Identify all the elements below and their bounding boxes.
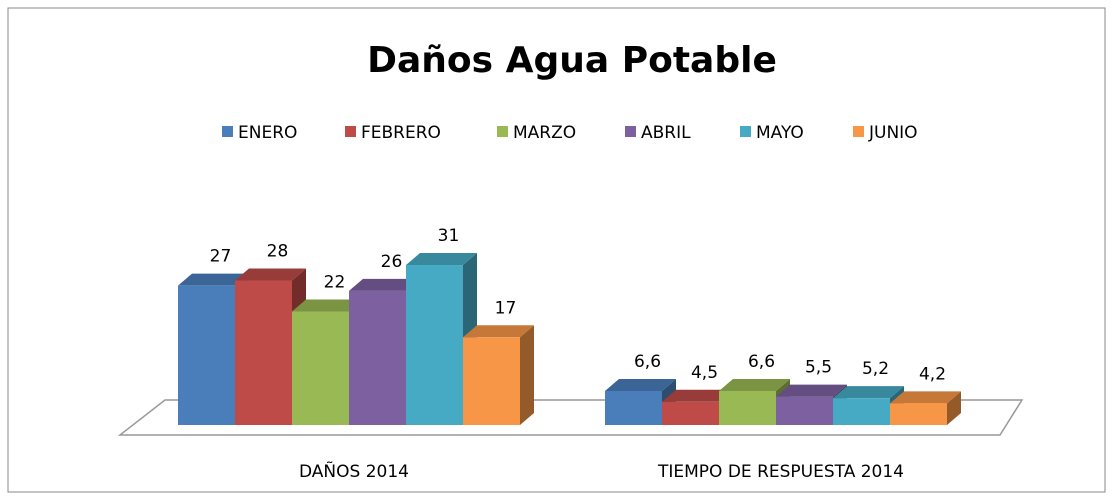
bar-top: [719, 378, 790, 391]
bar-top: [178, 273, 249, 286]
bar: [776, 396, 833, 425]
bar-top: [890, 391, 961, 404]
bar-top: [776, 384, 847, 397]
value-label: 31: [438, 226, 460, 246]
bar: [662, 401, 719, 425]
bar: [406, 265, 463, 425]
value-label: 5,5: [805, 358, 832, 378]
legend-swatch: [853, 126, 864, 137]
value-label: 27: [210, 247, 232, 267]
legend-label: JUNIO: [868, 123, 918, 143]
bar-top: [833, 386, 904, 399]
bar: [833, 398, 890, 425]
bar-top: [349, 278, 420, 291]
bar-side: [520, 325, 534, 425]
bar: [178, 285, 235, 425]
bar: [235, 280, 292, 425]
value-label: 6,6: [634, 352, 661, 372]
x-tick-label: TIEMPO DE RESPUESTA 2014: [657, 462, 904, 482]
value-label: 4,5: [691, 363, 718, 383]
legend-label: ABRIL: [641, 123, 691, 143]
legend-swatch: [740, 126, 751, 137]
legend-swatch: [345, 126, 356, 137]
bar-side: [947, 391, 961, 425]
value-label: 17: [495, 298, 517, 318]
value-label: 4,2: [919, 364, 946, 384]
bar-top: [605, 378, 676, 391]
legend-label: ENERO: [238, 123, 297, 143]
x-tick-label: DAÑOS 2014: [299, 460, 409, 482]
bar: [605, 390, 662, 425]
bar: [463, 337, 520, 425]
legend-label: FEBRERO: [361, 123, 441, 143]
value-label: 5,2: [862, 359, 889, 379]
value-label: 26: [381, 252, 403, 272]
value-label: 6,6: [748, 352, 775, 372]
bar-top: [292, 299, 363, 312]
legend-swatch: [222, 126, 233, 137]
bar-top: [463, 325, 534, 338]
legend-swatch: [497, 126, 508, 137]
bar: [719, 390, 776, 425]
bar: [890, 403, 947, 425]
legend-label: MAYO: [756, 123, 804, 143]
bar: [292, 311, 349, 425]
legend-swatch: [625, 126, 636, 137]
value-label: 28: [267, 242, 289, 262]
bar-top: [406, 253, 477, 266]
bar-top: [235, 268, 306, 281]
value-label: 22: [324, 272, 346, 292]
bar-top: [662, 389, 733, 402]
bar: [349, 290, 406, 425]
chart-title: Daños Agua Potable: [367, 40, 777, 81]
legend-label: MARZO: [513, 123, 576, 143]
